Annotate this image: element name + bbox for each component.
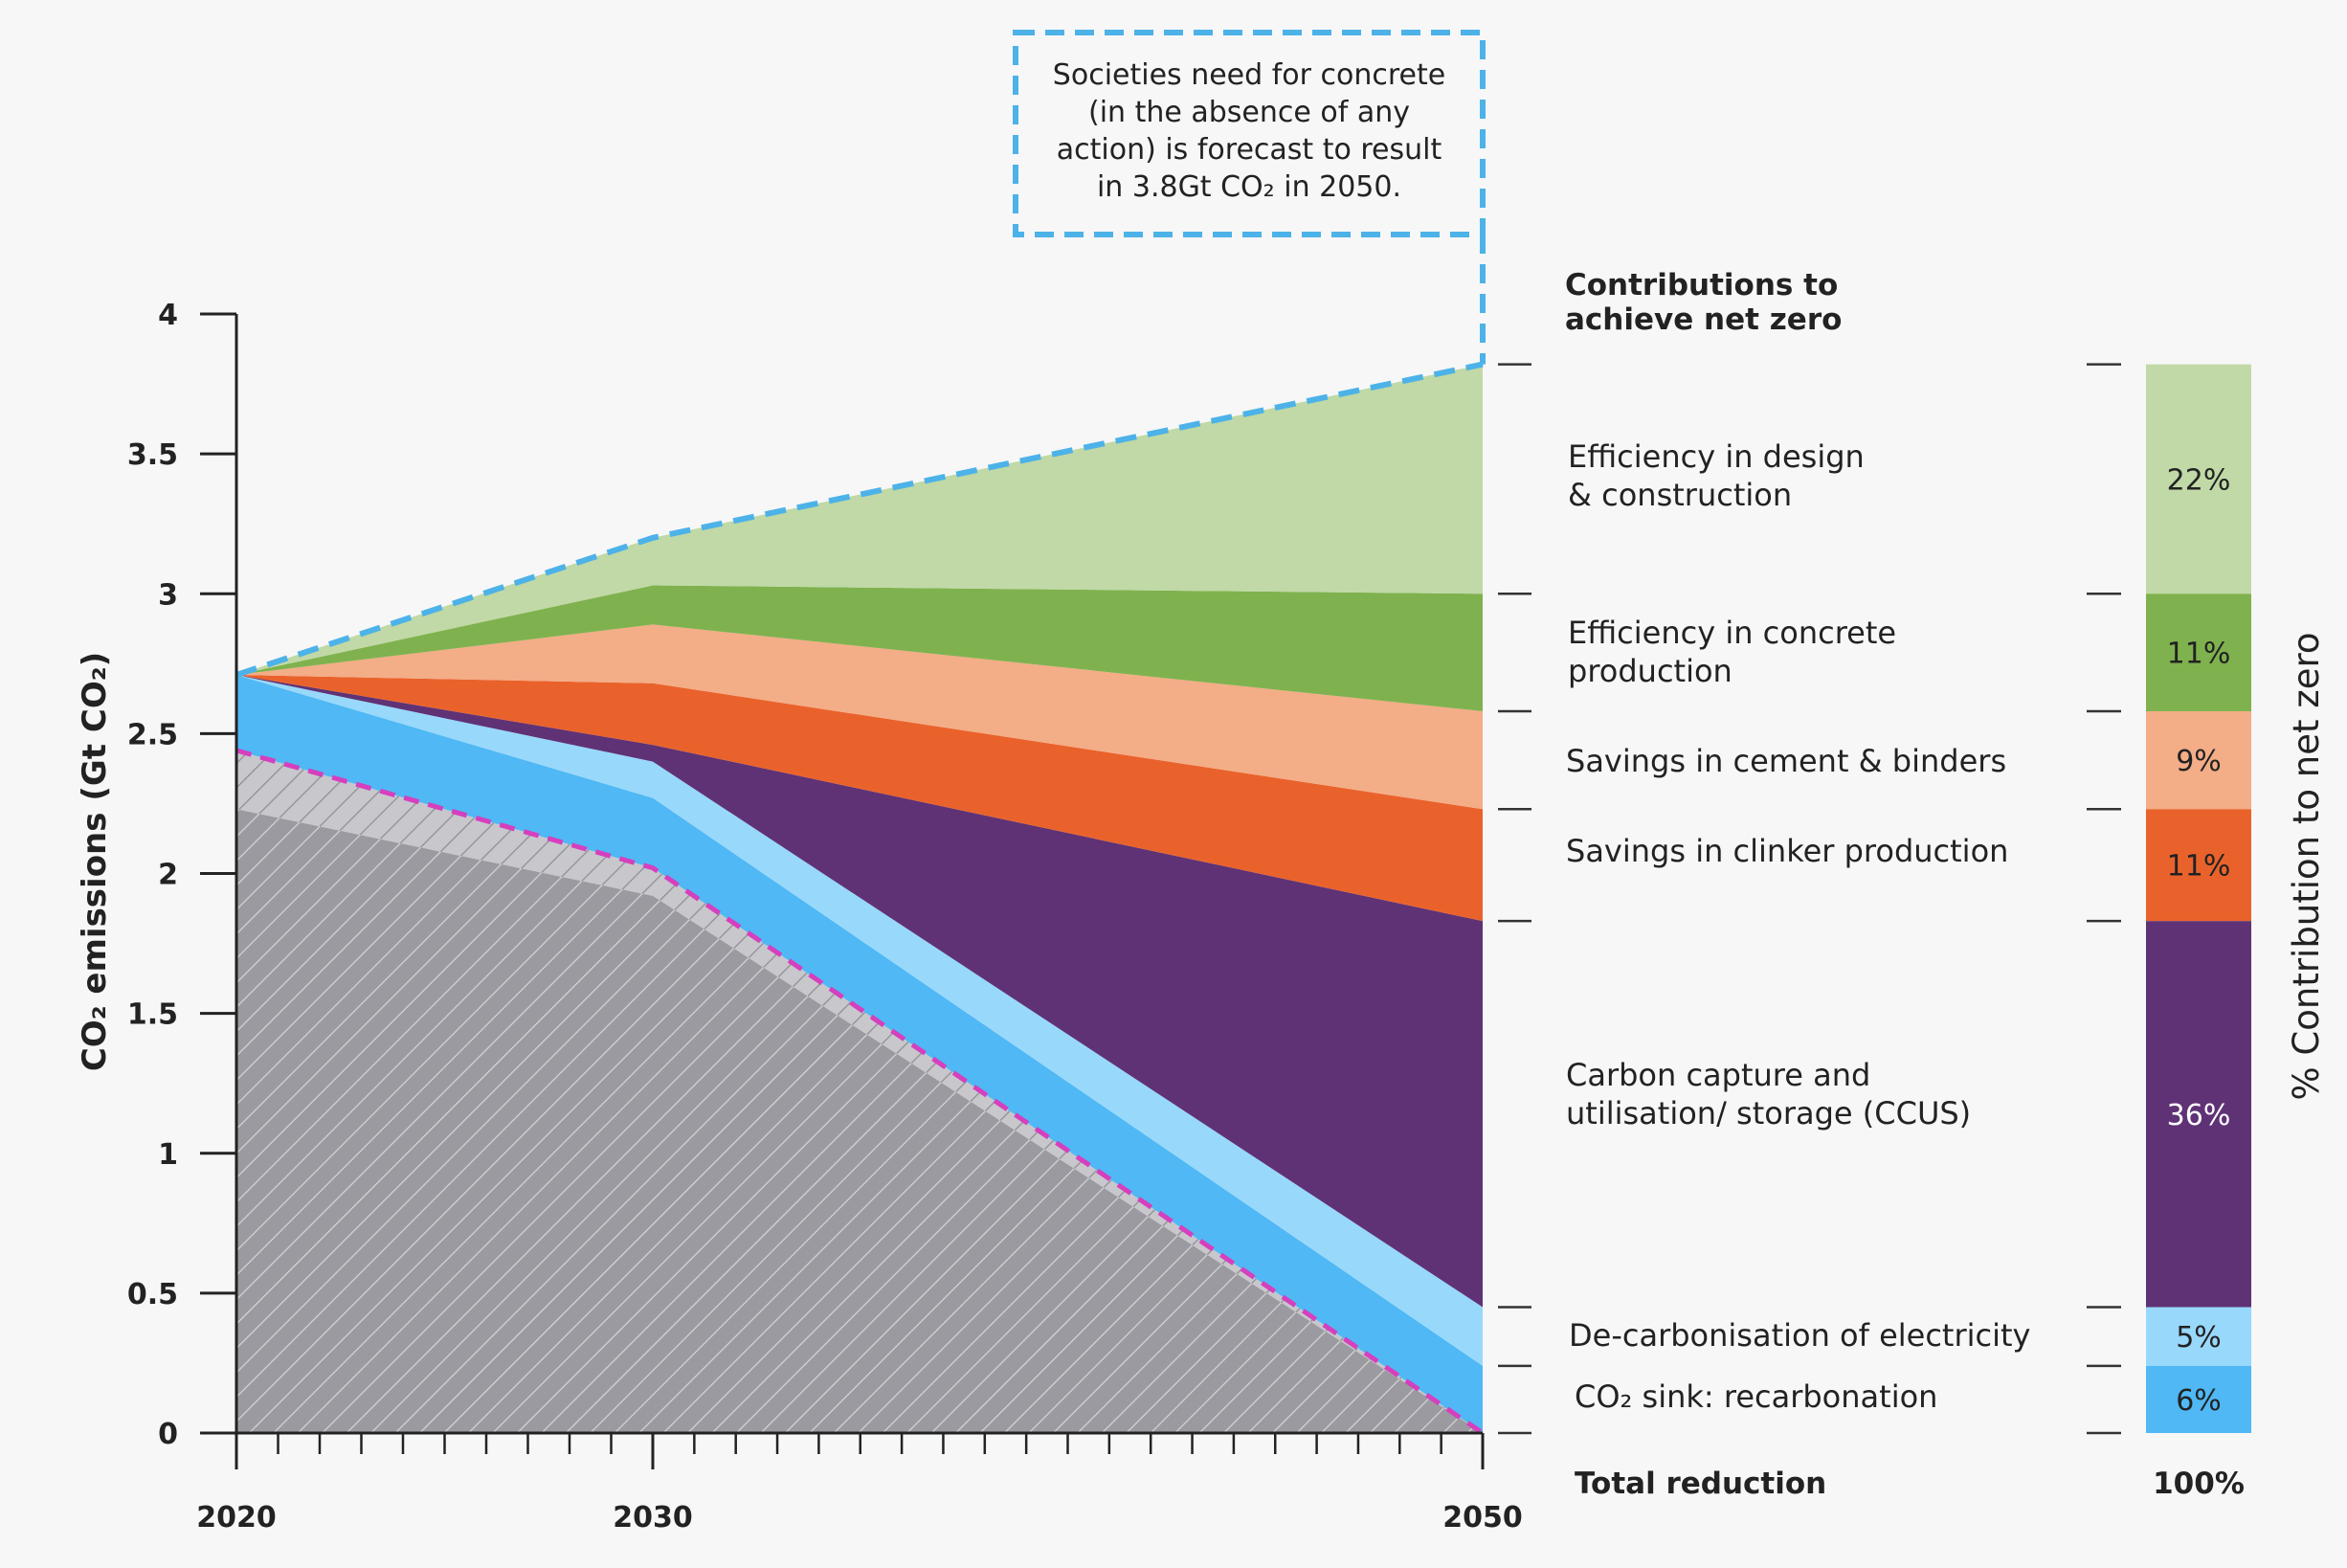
contribution-bar-segment [2146,921,2251,1308]
legend-label-1: production [1568,653,1732,689]
contribution-bar: 22% 11% 9% 11% 36% 5% 6% 100% % Contribution to … [2146,364,2327,1501]
contribution-share-label: 9% [2176,745,2222,778]
y-tick-label: 2 [158,859,178,892]
series-area-5 [236,585,1483,711]
x-tick-label: 2030 [613,1501,693,1534]
residual-emissions-area [236,809,1483,1433]
contribution-bar-segment [2146,809,2251,922]
legend-label-2: Savings in cement & binders [1566,743,2006,779]
contribution-bar-segment [2146,364,2251,594]
series-area-2 [236,675,1483,1308]
total-reduction-label: Total reduction [1575,1467,1826,1501]
y-tick-label: 0 [158,1418,178,1451]
series-area-6 [236,364,1483,676]
contribution-share-label: 22% [2167,463,2231,497]
legend-label-6: CO₂ sink: recarbonation [1575,1378,1937,1415]
x-tick-label: 2020 [196,1501,277,1534]
legend-label-0: Efficiency in design [1568,438,1865,475]
axes: 0 0.5 1 1.5 2 2.5 3 3.5 4 2020 2030 2050 CO₂ emissio… [76,299,1523,1534]
annotation-box [1013,30,1486,237]
contribution-share-label: 36% [2167,1099,2231,1132]
contributions-title: Contributions to [1565,268,1838,302]
y-tick-label: 0.5 [127,1278,178,1311]
series-area-3 [236,675,1483,922]
y-tick-label: 1 [158,1138,178,1172]
net-emissions-dashed-line [235,748,1485,1436]
contribution-share-label: 11% [2167,638,2231,671]
contribution-bar-segment [2146,1307,2251,1366]
y-axis-title: CO₂ emissions (Gt CO₂) [76,652,114,1071]
y-tick-label: 2.5 [127,718,178,751]
y-tick-label: 1.5 [127,998,178,1032]
total-percent-label: 100% [2153,1467,2245,1501]
contribution-share-label: 5% [2176,1321,2222,1355]
legend-label-5: De-carbonisation of electricity [1569,1317,2030,1354]
series-area-0 [236,675,1483,1433]
forecast-annotation: Societies need for concrete (in the absen… [1013,30,1486,365]
forecast-dashed-line [235,361,1484,678]
contribution-bar-segment [2146,594,2251,711]
contributions-title: achieve net zero [1565,302,1842,337]
y-tick-label: 3 [158,578,178,612]
legend-label-3: Savings in clinker production [1566,833,2008,869]
annotation-text-line: in 3.8Gt CO₂ in 2050. [1097,170,1401,204]
legend-label-1: Efficiency in concrete [1568,615,1896,651]
residual-band-area [236,750,1483,1433]
annotation-text-line: (in the absence of any [1088,96,1410,129]
bar-axis-title: % Contribution to net zero [2286,632,2327,1100]
x-tick-label: 2050 [1442,1501,1523,1534]
contribution-share-label: 11% [2167,850,2231,884]
contribution-share-label: 6% [2176,1384,2222,1418]
y-tick-label: 3.5 [127,438,178,472]
series-area-4 [236,624,1483,810]
contribution-bar-segment [2146,1365,2251,1433]
legend-label-4: utilisation/ storage (CCUS) [1566,1095,1971,1131]
annotation-text-line: Societies need for concrete [1053,58,1445,92]
area-layers [236,364,1483,1433]
annotation-text-line: action) is forecast to result [1057,133,1442,167]
legend-label-4: Carbon capture and [1566,1057,1870,1093]
y-tick-label: 4 [158,299,178,332]
contribution-bar-segment [2146,710,2251,810]
legend-label-0: & construction [1568,477,1792,513]
trend-lines [235,361,1485,1436]
